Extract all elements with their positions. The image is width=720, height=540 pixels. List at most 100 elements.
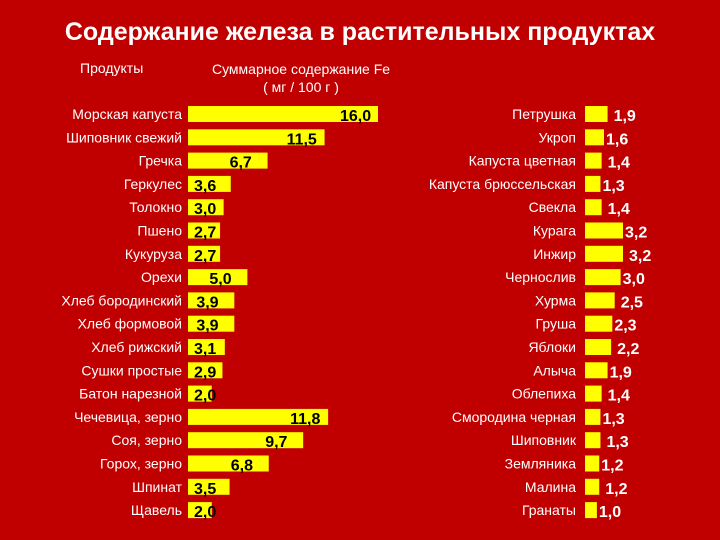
bar (585, 106, 608, 122)
bar (188, 385, 212, 402)
category-label: Сушки простые (81, 362, 182, 378)
value-label: 3,1 (194, 341, 216, 358)
bar (585, 129, 604, 146)
value-label: 1,6 (606, 131, 628, 148)
value-label: 1,4 (608, 388, 630, 405)
bar (585, 245, 623, 262)
category-label: Морская капуста (72, 106, 182, 122)
value-label: 1,9 (614, 108, 636, 125)
category-label: Горох, зерно (100, 456, 182, 472)
category-label: Чечевица, зерно (74, 409, 182, 425)
bar (188, 292, 235, 309)
value-label: 3,0 (623, 271, 645, 288)
value-label: 2,0 (194, 504, 216, 521)
bar (188, 362, 223, 379)
category-label: Толокно (129, 199, 182, 215)
value-label: 2,5 (621, 294, 643, 311)
category-label: Груша (536, 316, 577, 332)
category-label: Соя, зерно (111, 432, 182, 448)
category-label: Петрушка (512, 106, 576, 122)
bar (188, 315, 235, 332)
category-label: Пшено (137, 223, 182, 239)
bar (585, 339, 612, 355)
bar (188, 269, 248, 286)
value-label: 3,9 (196, 318, 218, 335)
bar (585, 455, 600, 472)
bar (188, 106, 378, 122)
products-header: Продукты (80, 60, 144, 76)
value-label: 9,7 (265, 434, 287, 451)
bar (188, 432, 304, 449)
value-label: 3,5 (194, 481, 216, 498)
bar (188, 455, 269, 472)
value-label: 2,0 (194, 388, 216, 405)
category-label: Батон нарезной (79, 386, 182, 402)
value-label: 6,7 (230, 155, 252, 172)
bar (188, 175, 231, 192)
value-label: 2,3 (614, 318, 636, 335)
bar (188, 408, 329, 425)
category-label: Кукуруза (125, 246, 182, 262)
bar (188, 339, 225, 355)
bar (188, 129, 325, 146)
bar (188, 478, 230, 495)
category-label: Шиповник свежий (66, 129, 182, 145)
bar (585, 222, 623, 239)
bar (585, 432, 601, 449)
bar (585, 152, 602, 169)
category-label: Хлеб рижский (91, 339, 182, 355)
value-label: 11,5 (287, 131, 317, 148)
category-label: Геркулес (124, 176, 182, 192)
bar (585, 315, 613, 332)
bar (585, 502, 597, 519)
bar (188, 502, 212, 519)
category-label: Капуста брюссельская (429, 176, 576, 192)
bar (585, 362, 608, 379)
category-label: Гречка (139, 153, 183, 169)
category-label: Хурма (535, 292, 576, 308)
category-label: Щавель (131, 502, 182, 518)
value-label: 6,8 (231, 458, 253, 475)
bar (585, 292, 615, 309)
value-label: 3,6 (194, 178, 216, 195)
value-label: 3,2 (625, 225, 647, 242)
bar (585, 408, 601, 425)
value-label: 2,7 (194, 248, 216, 265)
category-label: Малина (525, 479, 576, 495)
category-label: Капуста цветная (469, 153, 576, 169)
category-label: Алыча (533, 362, 576, 378)
bar (188, 152, 268, 169)
value-label: 2,2 (617, 341, 639, 358)
category-label: Чернослив (505, 269, 576, 285)
value-label: 11,8 (290, 411, 320, 428)
value-label: 1,3 (602, 411, 624, 428)
value-label: 1,3 (606, 434, 628, 451)
bar (188, 245, 221, 262)
value-label: 3,2 (629, 248, 651, 265)
value-label: 3,0 (194, 201, 216, 218)
chart-title: Содержание железа в растительных продукт… (64, 18, 656, 46)
fe-header-line1: Суммарное содержание Fe (211, 61, 391, 77)
value-label: 1,2 (605, 481, 627, 498)
value-label: 3,9 (196, 294, 218, 311)
category-label: Смородина черная (452, 409, 576, 425)
category-label: Курага (533, 223, 576, 239)
bar (585, 478, 600, 495)
category-label: Инжир (533, 246, 576, 262)
category-label: Хлеб бородинский (61, 292, 182, 308)
bar (585, 269, 621, 286)
bar (188, 199, 224, 216)
value-label: 16,0 (340, 108, 371, 125)
bar (188, 222, 221, 239)
value-label: 1,9 (610, 364, 632, 381)
category-label: Яблоки (528, 339, 576, 355)
value-label: 1,2 (601, 458, 623, 475)
value-label: 1,4 (608, 155, 630, 172)
category-label: Свекла (529, 199, 577, 215)
category-label: Облепиха (512, 386, 576, 402)
category-label: Укроп (538, 129, 576, 145)
bar (585, 175, 601, 192)
category-label: Хлеб формовой (78, 316, 182, 332)
value-label: 1,0 (599, 504, 621, 521)
